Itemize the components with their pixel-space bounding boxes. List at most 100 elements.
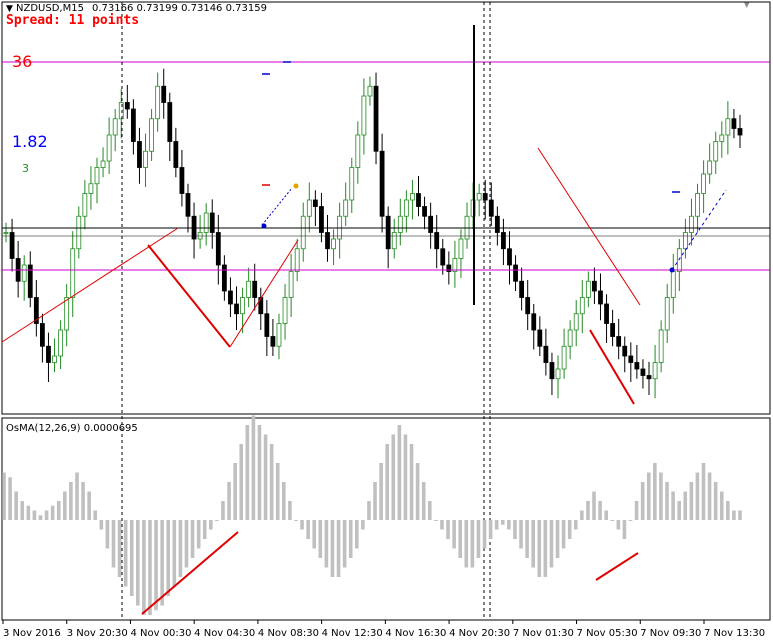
candle-body bbox=[288, 271, 294, 298]
candle-body bbox=[379, 150, 385, 217]
candle-body bbox=[416, 193, 421, 207]
candle-body bbox=[458, 238, 464, 259]
candle bbox=[452, 240, 458, 288]
level-label-small: 3 bbox=[22, 162, 29, 175]
osma-bar bbox=[671, 491, 675, 520]
osma-bar bbox=[421, 482, 426, 520]
osma-bar bbox=[440, 520, 444, 530]
osma-bar bbox=[56, 501, 61, 520]
indicator-label: OsMA(12,26,9) 0.0000695 bbox=[6, 423, 138, 434]
osma-bar bbox=[75, 472, 79, 520]
candle bbox=[622, 336, 628, 373]
candle bbox=[385, 206, 391, 269]
candle bbox=[610, 309, 616, 347]
scroll-marker-icon[interactable]: ▾ bbox=[744, 0, 750, 11]
candle bbox=[33, 279, 39, 337]
candle bbox=[355, 121, 361, 184]
candle-body bbox=[731, 118, 737, 129]
ohlc-label: 0.73166 0.73199 0.73146 0.73159 bbox=[92, 3, 267, 14]
candle-body bbox=[325, 232, 330, 250]
candle bbox=[228, 277, 233, 317]
time-tick-label: 4 Nov 00:30 bbox=[130, 628, 191, 639]
osma-bar bbox=[196, 520, 201, 549]
candle-body bbox=[640, 368, 646, 376]
osma-bar bbox=[391, 434, 396, 520]
osma-bar bbox=[367, 501, 371, 520]
candle bbox=[149, 109, 154, 161]
osma-bar bbox=[251, 415, 256, 520]
candle bbox=[94, 157, 100, 204]
candle bbox=[288, 253, 294, 317]
candle-body bbox=[300, 215, 306, 250]
osma-bar bbox=[190, 520, 195, 558]
candle bbox=[319, 192, 324, 243]
candle bbox=[707, 143, 713, 184]
candle bbox=[203, 203, 209, 246]
candle-body bbox=[452, 258, 458, 272]
osma-bar bbox=[178, 520, 183, 577]
osma-bar bbox=[336, 520, 341, 577]
price-series bbox=[3, 68, 743, 399]
osma-bar bbox=[14, 491, 18, 520]
candle bbox=[270, 318, 276, 356]
candle-body bbox=[391, 232, 397, 250]
candle-body bbox=[319, 206, 324, 233]
candle-body bbox=[658, 329, 664, 363]
candle bbox=[82, 179, 88, 230]
osma-bar bbox=[531, 520, 535, 568]
osma-bar bbox=[567, 520, 572, 539]
osma-bar bbox=[233, 463, 237, 520]
candle bbox=[725, 101, 731, 155]
candle-body bbox=[173, 141, 179, 168]
candle bbox=[531, 304, 537, 350]
chart-menu-icon[interactable]: ▼ bbox=[6, 4, 13, 14]
osma-bar bbox=[275, 463, 280, 520]
osma-bar bbox=[354, 520, 359, 549]
osma-bar bbox=[111, 520, 116, 568]
osma-bar bbox=[488, 520, 493, 539]
candle bbox=[58, 320, 63, 369]
candle-body bbox=[561, 345, 567, 370]
candle bbox=[155, 72, 161, 132]
osma-bar bbox=[604, 510, 608, 520]
candle-body bbox=[525, 297, 531, 315]
osma-bar bbox=[659, 472, 663, 520]
osma-bar bbox=[434, 520, 438, 521]
candle bbox=[573, 300, 579, 347]
candle-body bbox=[349, 167, 355, 201]
candle bbox=[525, 279, 531, 330]
candle-body bbox=[494, 215, 500, 233]
osma-bar bbox=[452, 520, 456, 549]
candle-body bbox=[294, 248, 300, 272]
osma-bar bbox=[573, 520, 578, 530]
candle bbox=[579, 279, 585, 334]
candle bbox=[27, 251, 33, 308]
candle bbox=[482, 179, 488, 220]
candle-body bbox=[488, 199, 494, 217]
osma-bar bbox=[129, 520, 134, 596]
osma-bar bbox=[738, 510, 742, 520]
candle-body bbox=[312, 199, 318, 207]
candle bbox=[519, 267, 525, 311]
candle bbox=[373, 72, 379, 165]
candle bbox=[300, 202, 306, 262]
osma-bar bbox=[598, 501, 602, 520]
osma-bar bbox=[63, 491, 67, 520]
osma-bar bbox=[324, 520, 329, 568]
candle-body bbox=[52, 355, 57, 363]
candle bbox=[507, 231, 512, 285]
osma-bar bbox=[397, 425, 402, 520]
candle bbox=[397, 198, 403, 246]
candle bbox=[428, 202, 434, 249]
candle bbox=[106, 117, 112, 174]
osma-bar bbox=[683, 491, 688, 520]
osma-bar bbox=[646, 472, 651, 520]
candle-body bbox=[203, 212, 209, 233]
candle bbox=[118, 88, 124, 139]
osma-bar bbox=[446, 520, 450, 539]
osma-bar bbox=[123, 520, 128, 587]
candle-body bbox=[228, 290, 233, 305]
osma-bar bbox=[87, 491, 91, 520]
osma-bar bbox=[136, 520, 140, 606]
candle-body bbox=[434, 232, 440, 250]
